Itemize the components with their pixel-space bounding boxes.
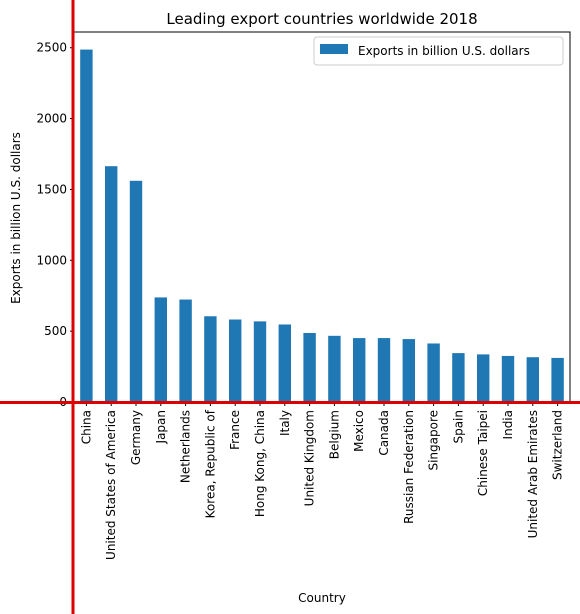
chart-title: Leading export countries worldwide 2018 xyxy=(166,10,477,28)
bar-united-kingdom xyxy=(303,332,316,402)
bar-switzerland xyxy=(551,357,564,402)
bar-mexico xyxy=(353,338,366,402)
x-tick-label: Russian Federation xyxy=(402,410,416,524)
bar-united-states-of-america xyxy=(105,166,118,402)
x-tick-label: Belgium xyxy=(327,410,341,459)
bar-korea-republic-of xyxy=(204,316,217,402)
x-tick-label: Italy xyxy=(278,410,292,436)
bar-germany xyxy=(129,180,143,402)
y-axis-ticks: 05001000150020002500 xyxy=(36,41,74,409)
bar-china xyxy=(80,49,93,403)
bar-belgium xyxy=(328,335,341,402)
bars-group xyxy=(80,49,564,403)
x-tick-label: Korea, Republic of xyxy=(203,409,217,518)
bar-united-arab-emirates xyxy=(526,357,539,402)
y-tick-label: 1000 xyxy=(36,253,67,267)
x-tick-label: United States of America xyxy=(104,410,118,560)
bar-france xyxy=(229,319,242,402)
y-tick-label: 2000 xyxy=(36,112,67,126)
x-axis-label: Country xyxy=(298,591,346,605)
legend-swatch xyxy=(320,44,348,54)
bar-singapore xyxy=(427,343,440,402)
bar-netherlands xyxy=(179,299,192,402)
x-tick-label: Mexico xyxy=(352,410,366,452)
bar-spain xyxy=(452,353,465,402)
x-tick-label: Spain xyxy=(451,410,465,444)
bar-russian-federation xyxy=(402,339,415,402)
x-tick-label: United Arab Emirates xyxy=(526,410,540,538)
x-tick-label: India xyxy=(501,410,515,439)
x-tick-label: Netherlands xyxy=(179,410,193,483)
legend-box xyxy=(313,36,564,66)
y-tick-label: 1500 xyxy=(36,182,67,196)
bar-italy xyxy=(278,324,291,402)
x-axis-ticks: China United States of America Germany Japa… xyxy=(79,402,565,560)
bar-hong-kong-china xyxy=(253,321,267,402)
axes-group xyxy=(73,31,571,403)
x-tick-label: Japan xyxy=(154,410,168,444)
bar-japan xyxy=(154,297,167,402)
legend: Exports in billion U.S. dollars xyxy=(313,36,564,66)
y-tick-label: 2500 xyxy=(36,41,67,55)
bar-chinese-taipei xyxy=(477,354,490,402)
x-tick-label: Chinese Taipei xyxy=(476,410,490,496)
bar-canada xyxy=(377,338,391,402)
x-tick-label: United Kingdom xyxy=(303,410,317,506)
x-tick-label: Singapore xyxy=(427,410,441,471)
y-axis-label: Exports in billion U.S. dollars xyxy=(9,132,23,304)
legend-label: Exports in billion U.S. dollars xyxy=(358,44,530,58)
x-tick-label: France xyxy=(228,410,242,450)
x-tick-label: Canada xyxy=(377,410,391,456)
x-tick-label: Germany xyxy=(129,410,143,465)
bar-india xyxy=(501,355,515,402)
y-tick-label: 500 xyxy=(44,324,67,338)
x-tick-label: Switzerland xyxy=(551,410,565,480)
x-tick-label: China xyxy=(79,410,93,444)
x-tick-label: Hong Kong, China xyxy=(253,410,267,517)
plot-frame xyxy=(73,31,571,403)
